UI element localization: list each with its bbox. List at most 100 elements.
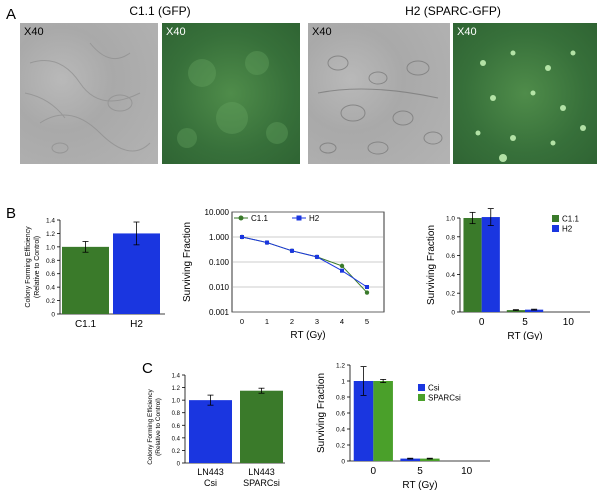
x-tick-label: 0 (371, 466, 377, 477)
legend-marker (238, 215, 244, 221)
y-tick-label: 0.8 (336, 395, 345, 402)
y-tick-label: 0.010 (209, 283, 230, 292)
chart-b3-survival-bars: 0 0.2 0.4 0.6 0.8 1.0 0 5 10 C1.1H2 RT (Gy) Survivi… (426, 208, 590, 340)
x-tick-label: C1.1 (75, 319, 97, 330)
y-tick-label: 1.000 (209, 233, 230, 242)
y-tick-label: 0.4 (336, 427, 345, 434)
y-tick-label: 0.4 (172, 436, 181, 442)
x-tick-label-line: Csi (204, 478, 217, 488)
x-axis-title: RT (Gy) (290, 330, 325, 340)
x-tick-label: 2 (290, 317, 294, 326)
y-tick-label: 0 (51, 312, 55, 319)
legend-label: C1.1 (251, 214, 268, 223)
y-tick-label: 0.4 (446, 272, 455, 279)
x-tick-label: 5 (522, 317, 528, 328)
data-point (290, 248, 294, 253)
cell-texture (24, 42, 151, 154)
x-tick-label: 10 (461, 466, 473, 477)
y-axis-title-line: Colony Forming Efficiency (25, 226, 32, 308)
cell-texture (317, 55, 443, 155)
y-axis-title: Surviving Fraction (316, 373, 327, 453)
x-tick-label: H2 (130, 319, 143, 330)
bar (420, 458, 440, 461)
magnification-label: X40 (166, 26, 186, 38)
legend-swatch (552, 215, 559, 222)
micrograph-c11-fluorescence: X40 (162, 23, 300, 164)
y-tick-label: 0.8 (172, 411, 181, 417)
micrograph-h2-fluorescence: X40 (453, 23, 597, 164)
x-tick-label-line: LN443 (248, 467, 275, 477)
micrograph-c11-brightfield: X40 (20, 23, 158, 164)
bar (506, 310, 525, 312)
data-point (315, 254, 319, 259)
y-axis-title: Colony Forming Efficiency(Relative to Co… (25, 226, 41, 308)
y-axis-title-line: (Relative to Control) (34, 236, 41, 298)
group-title-h2: H2 (SPARC-GFP) (405, 4, 501, 18)
bar (463, 218, 482, 312)
y-axis-title: Surviving Fraction (426, 225, 437, 305)
magnification-label: X40 (457, 26, 477, 38)
x-tick-label: 1 (265, 317, 269, 326)
y-tick-label: 0.6 (46, 271, 55, 278)
bar (62, 246, 109, 314)
x-tick-label: 4 (340, 317, 344, 326)
x-tick-label: 5 (417, 466, 423, 477)
chart-b1-colony-efficiency: 0 0.2 0.4 0.6 0.8 1.0 1.2 1.4 C1.1 H2 Colony Formi… (25, 218, 165, 330)
bar (240, 390, 283, 463)
y-tick-label: 0 (451, 310, 455, 317)
y-tick-label: 0.4 (46, 285, 55, 292)
y-tick-label: 1.2 (46, 231, 55, 238)
x-tick-label: 5 (365, 317, 369, 326)
magnification-label: X40 (312, 26, 332, 38)
y-tick-label: 0.2 (446, 291, 455, 298)
y-tick-label: 1.0 (446, 216, 455, 223)
y-tick-label: 0.2 (172, 449, 181, 455)
group-title-c11: C1.1 (GFP) (129, 4, 191, 18)
x-tick-label: 0 (479, 317, 485, 328)
y-axis-title: Surviving Fraction (182, 222, 193, 302)
panel-letter-c: C (142, 360, 153, 377)
bar (373, 381, 393, 461)
legend-label: H2 (309, 214, 320, 223)
data-point (340, 268, 344, 273)
y-tick-label: 0 (341, 459, 345, 466)
fluorescence-spots (475, 50, 586, 162)
panel-letter-b: B (6, 205, 17, 222)
bar (353, 381, 374, 461)
y-tick-label: 10.000 (205, 208, 230, 217)
data-point (240, 235, 244, 239)
y-axis-title: Colony Forming Efficiency(Relative to Co… (147, 389, 162, 465)
y-tick-label: 0.8 (46, 258, 55, 265)
y-tick-label: 1 (341, 379, 345, 386)
bar (113, 233, 160, 314)
legend-label: SPARCsi (428, 394, 461, 403)
y-tick-label: 1.0 (46, 244, 55, 251)
y-tick-label: 1.2 (336, 363, 345, 370)
bar (481, 217, 500, 312)
legend-label: H2 (562, 225, 573, 234)
legend-swatch (418, 384, 425, 391)
x-tick-label-line: LN443 (197, 467, 224, 477)
x-tick-label: LN443 SPARCsi (243, 467, 280, 488)
x-tick-label: 0 (240, 317, 244, 326)
x-tick-label: LN443 Csi (197, 467, 224, 488)
y-tick-label: 0.100 (209, 258, 230, 267)
legend-label: C1.1 (562, 215, 579, 224)
data-point (339, 263, 345, 269)
series-line (241, 236, 368, 288)
y-tick-label: 1.4 (172, 374, 181, 380)
bar (525, 309, 544, 312)
legend-swatch (418, 394, 425, 401)
y-tick-label: 0.6 (336, 411, 345, 418)
x-tick-label: 3 (315, 317, 319, 326)
x-axis-title: RT (Gy) (402, 480, 437, 491)
chart-b2-survival-curve: 0.001 0.010 0.100 1.000 10.000 0 1 2 3 4 5 C1.1 H2 RT… (182, 208, 385, 340)
y-tick-label: 0.2 (46, 298, 55, 305)
y-tick-label: 0.2 (336, 443, 345, 450)
panel-letter-a: A (6, 6, 17, 23)
data-point (365, 285, 369, 289)
y-tick-label: 1.4 (46, 218, 55, 225)
y-tick-label: 1.2 (172, 386, 181, 392)
